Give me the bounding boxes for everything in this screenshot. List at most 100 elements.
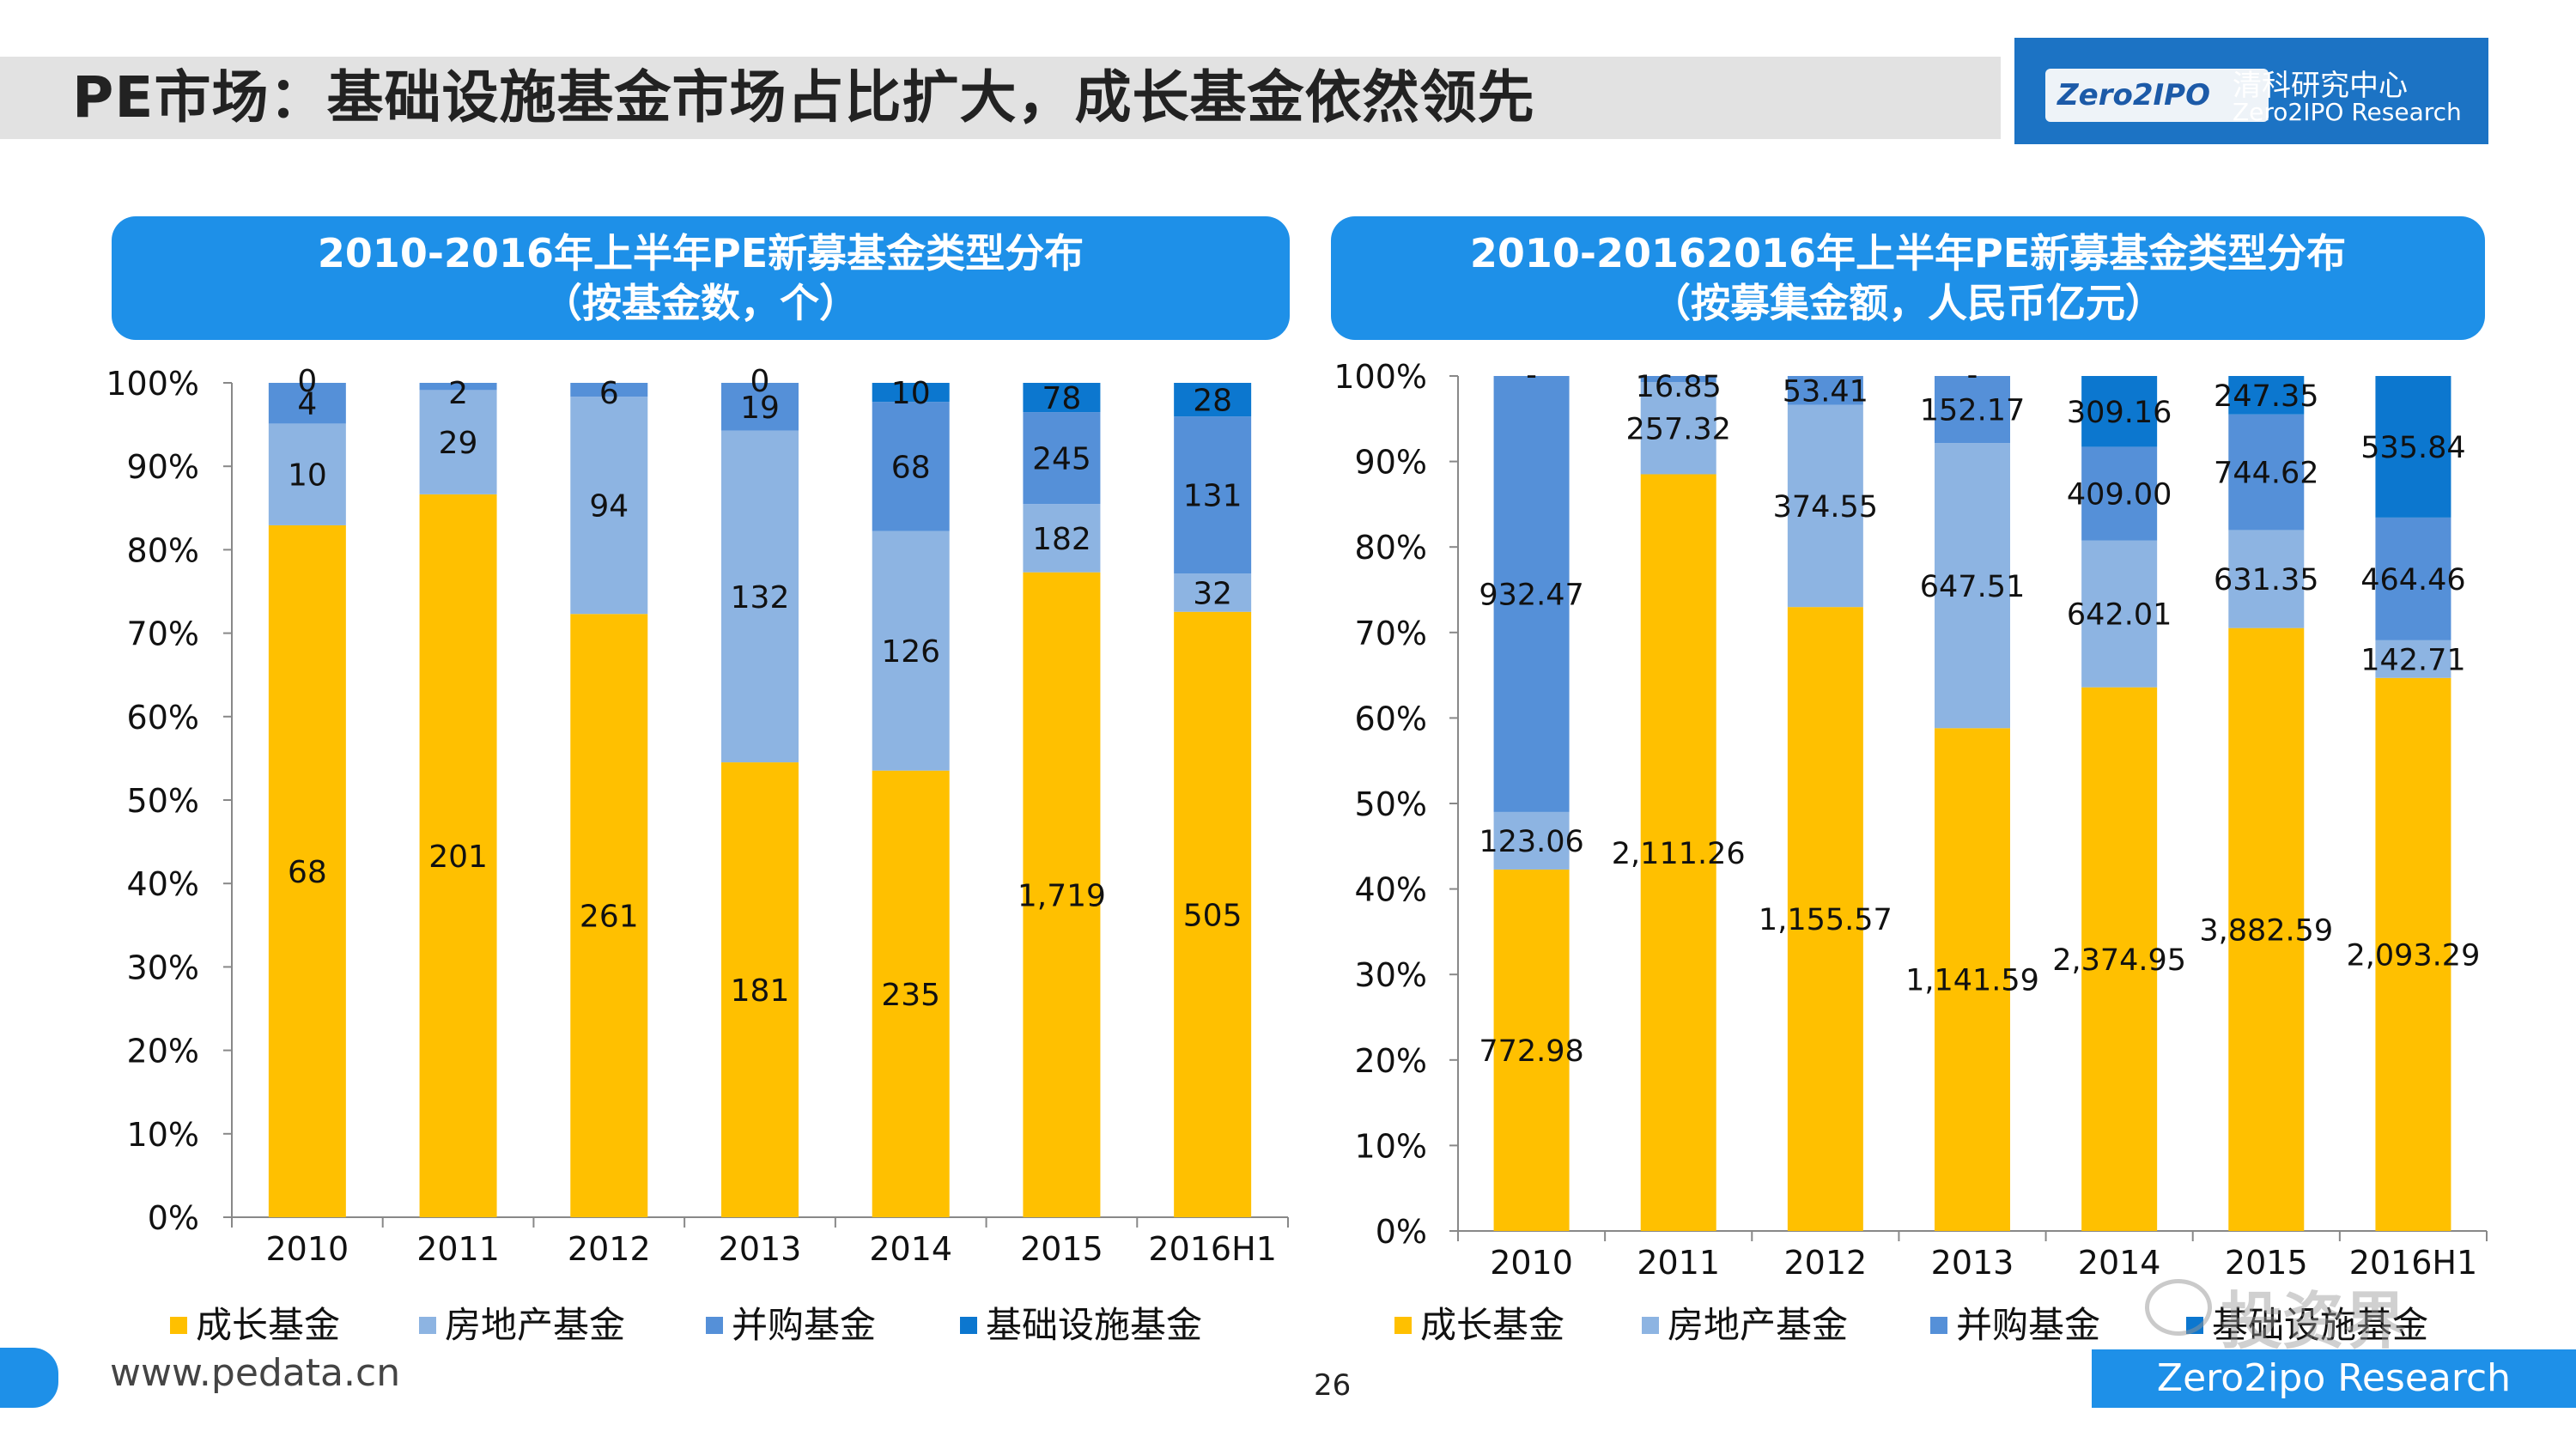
right-data-label: 1,141.59: [1905, 964, 2039, 998]
legend-swatch: [170, 1316, 187, 1334]
left-data-label: 94: [589, 489, 629, 524]
logo-badge: [2045, 69, 2269, 122]
legend-item: 房地产基金: [1642, 1303, 1848, 1348]
legend-label: 成长基金: [1420, 1304, 1565, 1346]
right-chart-title: 2010-20162016年上半年PE新募基金类型分布: [1469, 230, 2347, 276]
right-data-label: 309.16: [2067, 396, 2172, 430]
right-bar-realestate: [1935, 443, 2010, 729]
left-y-tick-label: 40%: [127, 865, 199, 903]
left-bar-infra: [1174, 383, 1252, 417]
legend-label: 基础设施基金: [986, 1304, 1203, 1346]
logo-cn-text: 清科研究中心: [2233, 69, 2408, 103]
legend-item: 房地产基金: [419, 1303, 625, 1348]
page-number: 26: [1314, 1368, 1352, 1403]
left-category-label: 2016H1: [1148, 1230, 1276, 1268]
right-data-label: 932.47: [1479, 579, 1583, 613]
left-data-label: 181: [731, 973, 790, 1009]
legend-item: 并购基金: [706, 1303, 876, 1348]
right-data-label: 152.17: [1920, 394, 2025, 428]
right-bar-realestate: [2375, 640, 2451, 678]
wechat-watermark-icon: [2145, 1279, 2212, 1336]
left-y-tick-label: 50%: [127, 782, 199, 820]
left-data-label: 19: [740, 391, 780, 426]
left-bar-growth: [570, 614, 648, 1217]
right-data-label: 647.51: [1920, 570, 2025, 604]
left-data-label: 28: [1193, 384, 1232, 419]
legend-swatch: [1394, 1316, 1412, 1334]
left-bar-realestate: [721, 430, 799, 763]
right-chart-subtitle: （按募集金额，人民币亿元）: [1651, 280, 2165, 326]
right-bar-ma: [2228, 414, 2305, 530]
right-y-tick-label: 10%: [1355, 1127, 1427, 1165]
left-bar-growth: [268, 524, 346, 1217]
right-data-label: -: [1967, 358, 1978, 392]
legend-item: 并购基金: [1930, 1303, 2100, 1348]
right-bar-infra: [2375, 376, 2451, 518]
legend-item: 成长基金: [170, 1303, 340, 1348]
left-data-label: 6: [599, 376, 619, 411]
right-bar-growth: [1935, 728, 2010, 1231]
legend-label: 成长基金: [196, 1304, 341, 1346]
right-bar-realestate: [1787, 404, 1863, 608]
right-data-label: 631.35: [2214, 563, 2318, 597]
right-bar-growth: [2081, 687, 2158, 1231]
right-data-label: 3,882.59: [2199, 913, 2333, 948]
right-data-label: 464.46: [2360, 563, 2465, 597]
footer-tab: [0, 1348, 58, 1408]
left-data-label: 245: [1032, 442, 1091, 477]
slide-title: PE市场：基础设施基金市场占比扩大，成长基金依然领先: [72, 64, 1535, 130]
logo-badge-text: Zero2IPO: [2057, 78, 2210, 112]
footer-brand: Zero2ipo Research: [2092, 1349, 2576, 1408]
legend-swatch: [960, 1316, 977, 1334]
right-data-label: 2,093.29: [2346, 938, 2480, 973]
right-bar-ma: [1787, 376, 1863, 405]
left-data-label: 505: [1183, 898, 1242, 933]
right-bar-realestate: [1493, 811, 1570, 870]
left-bar-growth: [1023, 572, 1101, 1217]
right-data-label: 2,111.26: [1612, 837, 1746, 871]
left-bar-ma: [570, 383, 648, 397]
left-data-label: 182: [1032, 522, 1091, 557]
right-bar-growth: [1787, 607, 1863, 1231]
right-bar-realestate: [1640, 382, 1716, 475]
right-data-label: 247.35: [2214, 379, 2318, 414]
legend-label: 基础设施基金: [2212, 1304, 2429, 1346]
right-category-label: 2012: [1783, 1244, 1867, 1282]
legend-label: 房地产基金: [445, 1304, 626, 1346]
left-category-label: 2012: [568, 1230, 651, 1268]
left-bar-ma: [268, 383, 346, 424]
legend-swatch: [419, 1316, 436, 1334]
right-data-label: 772.98: [1479, 1034, 1583, 1069]
legend-label: 并购基金: [1956, 1304, 2101, 1346]
left-data-label: 32: [1193, 576, 1232, 611]
left-category-label: 2014: [869, 1230, 952, 1268]
left-category-label: 2011: [416, 1230, 500, 1268]
legend-swatch: [1642, 1316, 1659, 1334]
left-bar-growth: [721, 762, 799, 1217]
right-bar-ma: [1935, 376, 2010, 444]
left-bar-ma: [721, 383, 799, 431]
right-category-label: 2015: [2225, 1244, 2308, 1282]
left-data-label: 10: [891, 376, 931, 411]
left-y-tick-label: 20%: [127, 1033, 199, 1070]
right-bar-realestate: [2228, 530, 2305, 628]
footer-url[interactable]: www.pedata.cn: [110, 1351, 401, 1395]
left-category-label: 2015: [1020, 1230, 1103, 1268]
right-y-tick-label: 90%: [1355, 444, 1427, 482]
right-bar-growth: [2228, 627, 2305, 1231]
left-data-label: 10: [288, 458, 327, 494]
left-bar-growth: [419, 494, 497, 1217]
left-y-tick-label: 0%: [148, 1199, 199, 1237]
right-bar-growth: [1493, 869, 1570, 1231]
right-data-label: 642.01: [2067, 598, 2172, 633]
right-bar-growth: [1640, 474, 1716, 1231]
right-bar-ma: [2375, 517, 2451, 640]
right-data-label: 409.00: [2067, 478, 2172, 512]
right-y-tick-label: 30%: [1355, 956, 1427, 994]
right-data-label: -: [1526, 358, 1537, 392]
legend-label: 并购基金: [732, 1304, 877, 1346]
left-bar-ma: [1174, 416, 1252, 574]
right-y-tick-label: 20%: [1355, 1042, 1427, 1080]
right-data-label: 744.62: [2214, 457, 2318, 491]
